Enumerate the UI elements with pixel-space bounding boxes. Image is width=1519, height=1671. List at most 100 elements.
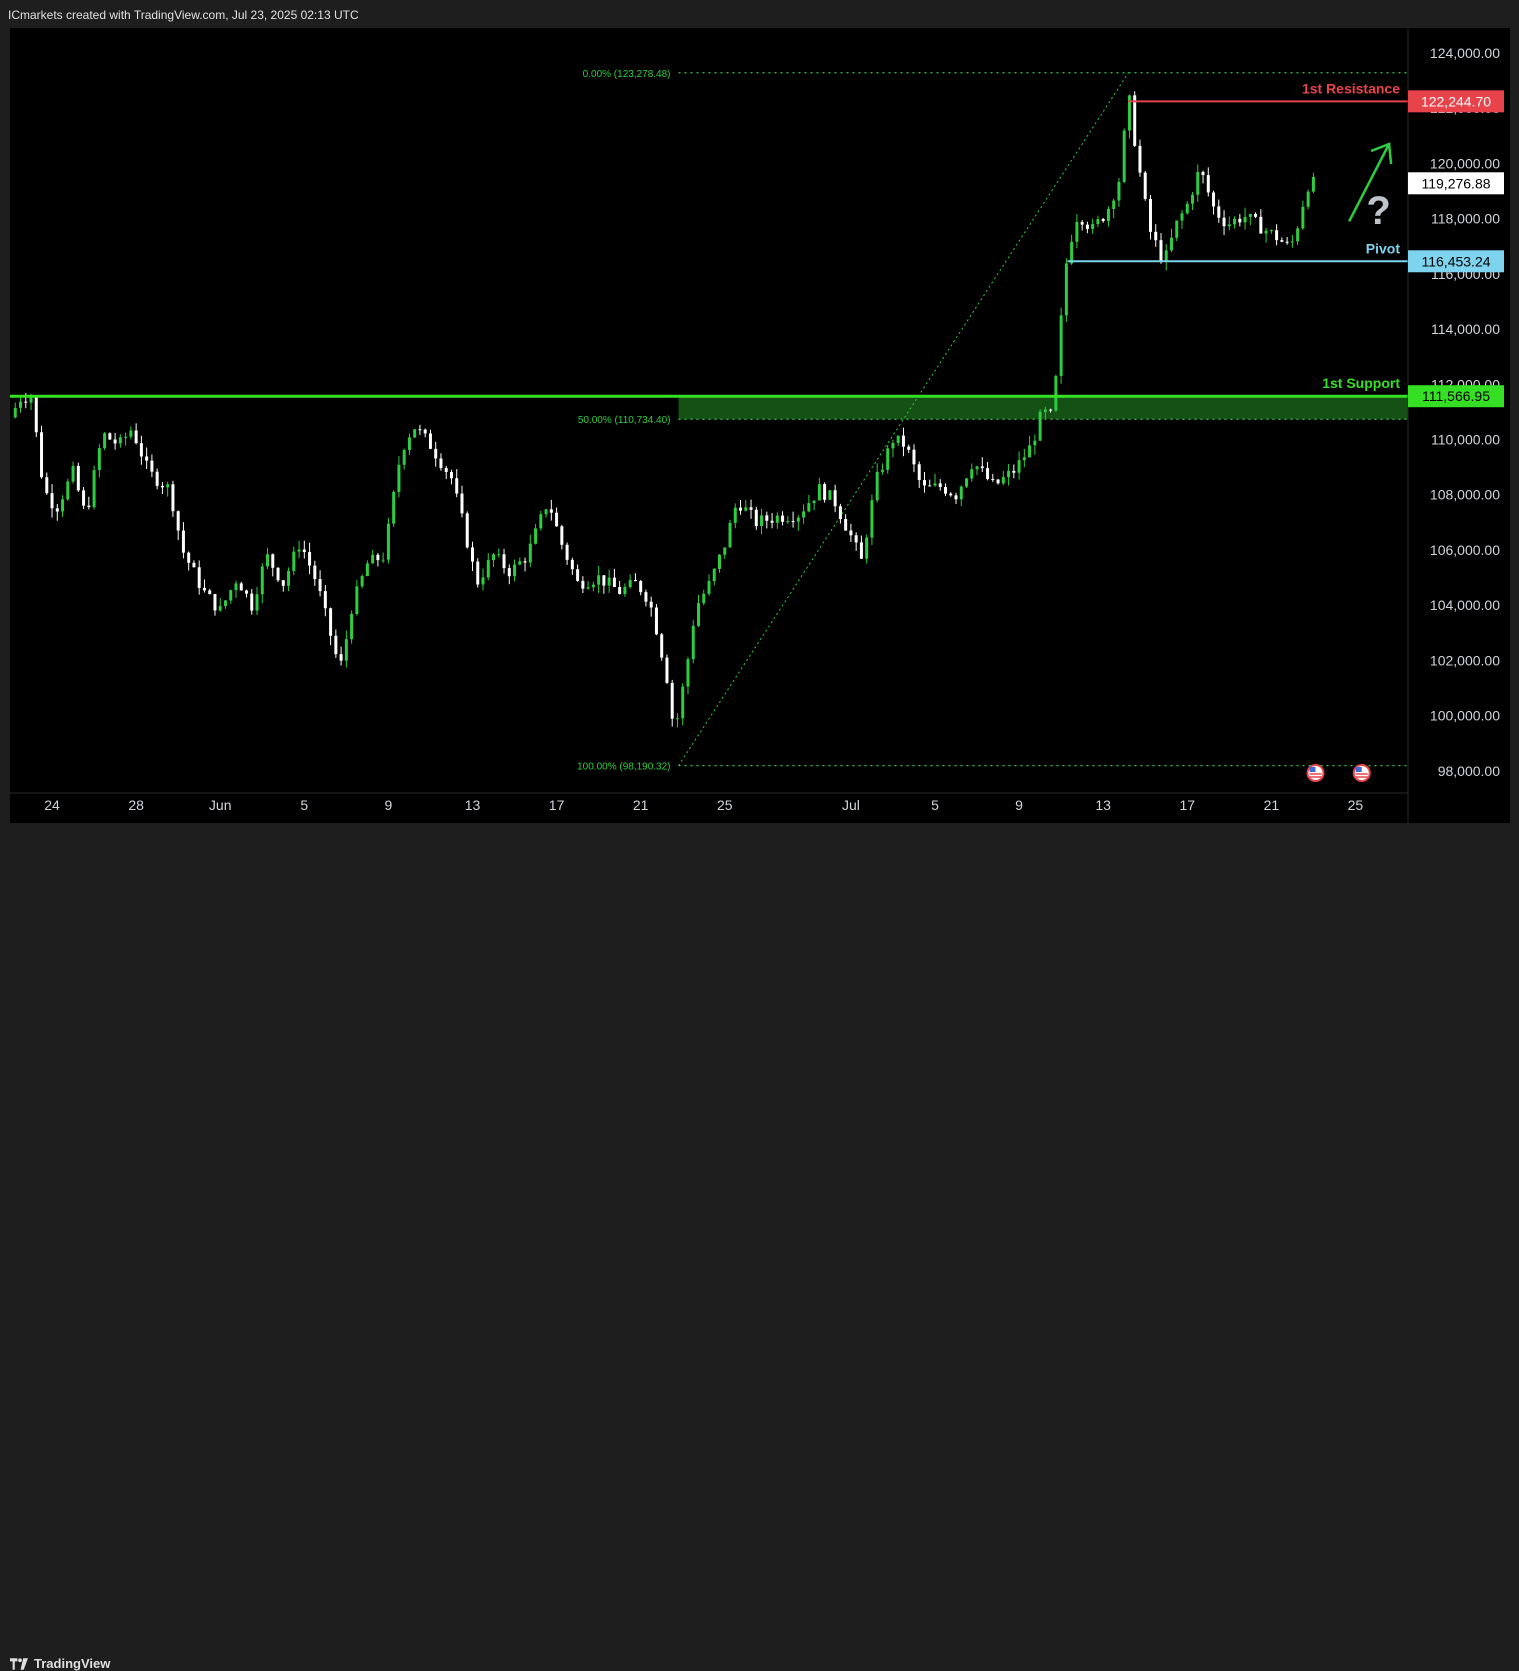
y-tick-label: 114,000.00 [1431,321,1500,337]
candle-body [129,430,133,437]
candle-body [807,503,811,512]
price-chart[interactable]: 0.00% (123,278.48) 50.00% (110,734.40) 100… [10,28,1510,823]
candle-body [281,580,285,586]
candle-body [134,430,138,444]
candle-body [181,530,185,553]
candle-body [823,484,827,500]
candle-body [912,449,916,465]
candle-body [145,456,149,461]
chart-background [10,28,1510,823]
candle-body [1269,230,1273,232]
y-tick-label: 100,000.00 [1430,708,1500,724]
candle-body [124,436,128,438]
candle-body [612,577,616,587]
candle-body [1127,95,1131,131]
x-tick-label: Jul [842,797,860,813]
candle-body [449,472,453,479]
candle-body [1033,440,1037,446]
candle-body [649,601,653,608]
candle-body [376,554,380,561]
candle-body [481,577,485,585]
candle-body [576,569,580,581]
us-flag-canton [1309,767,1316,772]
candle-body [901,435,905,447]
candle-body [428,433,432,449]
fib-level-label: 50.00% (110,734.40) [578,415,671,426]
candle-body [329,608,333,636]
candle-body [880,469,884,472]
candle-body [234,583,238,591]
candle-body [1112,200,1116,209]
candle-body [1306,191,1310,207]
bottom-bar: TradingView [0,824,1519,1671]
candle-body [570,559,574,570]
candle-body [61,499,65,512]
y-tick-label: 98,000.00 [1438,763,1500,779]
candle-body [150,460,154,472]
candle-body [1143,172,1147,199]
candle-body [213,594,217,611]
candle-body [418,429,422,431]
candle-body [260,566,264,595]
candle-body [549,509,553,513]
top-bar: ICmarkets created with TradingView.com, … [0,0,1519,28]
x-tick-label: 24 [44,797,60,813]
candle-body [287,570,291,586]
candle-body [1227,224,1231,227]
candle-body [176,511,180,531]
candle-body [502,554,506,569]
x-tick-label: 9 [1015,797,1023,813]
candle-body [812,500,816,504]
tradingview-brand[interactable]: TradingView [10,1656,110,1671]
candle-body [1001,477,1005,484]
price-label-pivot [1408,250,1504,273]
candle-body [928,485,932,487]
candle-body [749,507,753,510]
candle-body [691,625,695,660]
candle-body [528,543,532,563]
candle-body [781,515,785,522]
candle-body [1212,192,1216,207]
candle-body [323,591,327,609]
candle-body [313,565,317,580]
brand-label: TradingView [34,1656,111,1671]
candle-body [602,575,606,586]
candle-body [865,537,869,559]
candle-body [938,483,942,488]
candle-body [245,590,249,594]
candle-body [1038,411,1042,441]
support-zone [678,396,1408,420]
candle-body [623,587,627,595]
x-tick-label: 21 [633,797,649,813]
candle-body [654,607,658,635]
candle-body [476,561,480,585]
candle-body [702,593,706,604]
candle-body [891,442,895,449]
candle-body [581,580,585,589]
candle-body [1022,457,1026,461]
x-tick-label: 25 [717,797,733,813]
candle-body [1175,220,1179,238]
candle-body [518,561,522,565]
x-tick-label: 9 [385,797,393,813]
candle-body [944,487,948,494]
candle-body [1049,409,1053,411]
candle-body [1264,230,1268,234]
level-name-support: 1st Support [1322,375,1400,391]
candle-body [1133,95,1137,146]
candle-body [45,477,49,494]
candle-body [1164,250,1168,262]
candle-body [13,407,17,418]
candle-body [192,562,196,568]
candle-body [1070,241,1074,264]
candle-body [1138,145,1142,173]
candle-body [1191,194,1195,204]
x-tick-label: 13 [1095,797,1111,813]
candle-body [118,437,122,444]
candle-body [407,437,411,451]
candle-body [308,552,312,566]
candle-body [986,468,990,479]
candle-body [838,506,842,519]
candle-body [754,509,758,527]
candle-body [1311,176,1315,192]
